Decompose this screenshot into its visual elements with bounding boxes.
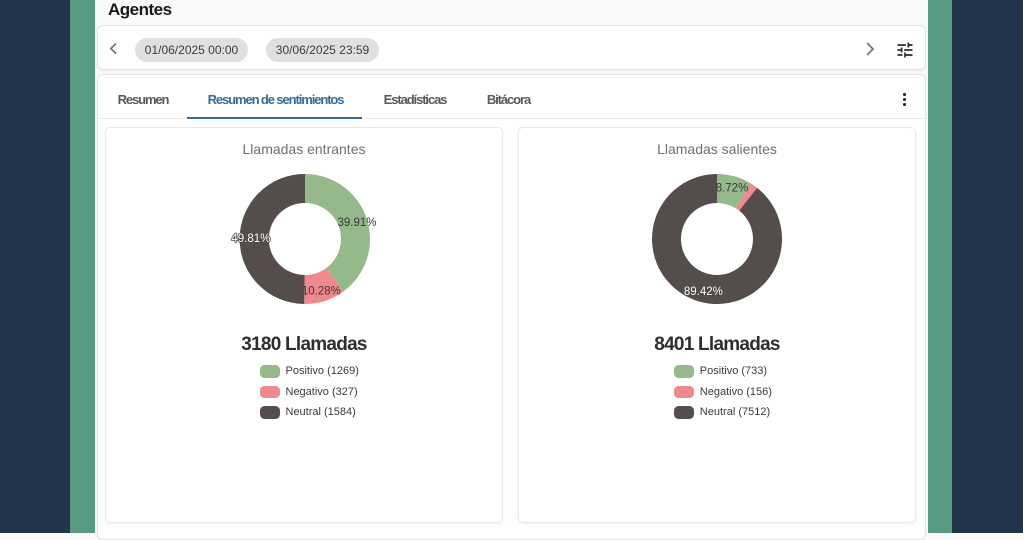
svg-text:10.28%: 10.28% bbox=[302, 286, 341, 298]
svg-text:39.91%: 39.91% bbox=[337, 217, 376, 229]
svg-text:49.81%: 49.81% bbox=[231, 233, 270, 245]
svg-text:8.72%: 8.72% bbox=[716, 183, 749, 195]
svg-text:89.42%: 89.42% bbox=[684, 286, 723, 298]
